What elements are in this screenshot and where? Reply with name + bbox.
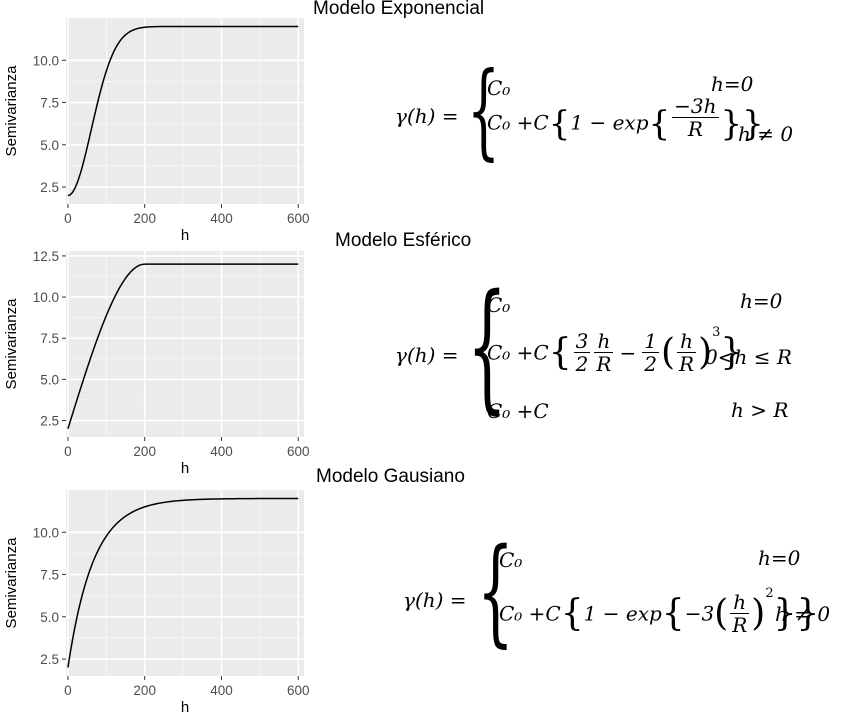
series-line	[67, 497, 299, 668]
formula-case-2-cond: 0<h ≤ R	[705, 345, 792, 369]
x-tick-label: 600	[287, 211, 310, 226]
x-tick-label: 200	[133, 444, 156, 459]
x-tick-label: 0	[64, 683, 72, 698]
y-tick-label: 7.5	[40, 568, 59, 583]
y-tick-label: 10.0	[33, 53, 59, 68]
x-axis-title: h	[181, 460, 189, 477]
formula-case-1-cond: h=0	[758, 546, 801, 570]
exponential-formula: γ(h) = { C₀ h=0 C₀ +C{1 − exp{−3h R}} h ≠…	[395, 58, 835, 182]
formula-case-3-expr: C₀ +C	[487, 399, 549, 423]
x-tick-label: 600	[287, 683, 310, 698]
formula-term: C₀ +C	[487, 110, 549, 135]
x-axis-title: h	[181, 227, 189, 244]
spherical-formula: γ(h) = { C₀ h=0 C₀ +C{3 2 h R −1 2(h R)3} 0<h …	[395, 277, 835, 435]
y-tick-label: 12.5	[33, 249, 59, 264]
formula-case-2-expr: C₀ +C{3 2 h R −1 2(h R)3}	[487, 325, 744, 376]
y-tick-label: 2.5	[40, 180, 59, 195]
y-tick-label: 10.0	[33, 525, 59, 540]
formula-term: C₀ +C	[487, 340, 549, 365]
spherical-variogram-chart: 0 200 400 600 2.5 5.0 7.5 10.0 12.5 h Semivarianza	[3, 249, 310, 477]
formula-lhs: γ(h) =	[395, 104, 459, 128]
y-axis-title: Semivarianza	[3, 298, 20, 390]
chart-title-exponential: Modelo Exponencial	[313, 0, 485, 19]
exponential-variogram-chart: 0 200 400 600 2.5 5.0 7.5 10.0 h Semivarianza	[3, 18, 310, 244]
left-brace: {	[467, 49, 501, 171]
plot-panel	[66, 251, 304, 437]
y-tick-label: 2.5	[40, 652, 59, 667]
gaussian-formula: γ(h) = { C₀ h=0 C₀ +C{1 − exp{−3(h R)2}} …	[403, 534, 843, 660]
x-axis-title: h	[181, 699, 189, 713]
x-tick-label: 0	[64, 211, 72, 226]
plot-panel	[66, 490, 304, 676]
formula-case-3-cond: h > R	[731, 398, 789, 422]
y-tick-label: 7.5	[40, 96, 59, 111]
chart-title-gaussian: Modelo Gausiano	[316, 466, 465, 487]
y-tick-label: 5.0	[40, 372, 59, 387]
formula-case-1-cond: h=0	[740, 289, 783, 313]
formula-case-2-cond: h ≠ 0	[775, 602, 831, 626]
x-tick-label: 600	[287, 444, 310, 459]
y-axis-title: Semivarianza	[3, 65, 20, 157]
formula-fraction: −3h R	[672, 93, 719, 141]
formula-case-2-expr: C₀ +C{1 − exp{−3(h R)2}}	[499, 586, 820, 637]
formula-case-1-expr: C₀	[487, 76, 511, 100]
formula-term: C₀ +C	[499, 601, 561, 626]
plot-panel	[66, 18, 304, 204]
y-tick-label: 7.5	[40, 331, 59, 346]
formula-term: 1 − exp	[583, 601, 662, 626]
y-tick-label: 5.0	[40, 138, 59, 153]
formula-lhs: γ(h) =	[395, 343, 459, 367]
gaussian-variogram-chart: 0 200 400 600 2.5 5.0 7.5 10.0 h Semivarianza	[3, 490, 310, 713]
formula-case-1-expr: C₀	[499, 548, 523, 572]
y-tick-label: 10.0	[33, 290, 59, 305]
formula-case-1-cond: h=0	[711, 72, 754, 96]
chart-title-spherical: Modelo Esférico	[335, 230, 472, 251]
x-tick-label: 400	[210, 444, 233, 459]
x-tick-label: 200	[133, 211, 156, 226]
series-line	[67, 25, 299, 197]
formula-case-1-expr: C₀	[487, 293, 511, 317]
y-tick-label: 2.5	[40, 414, 59, 429]
x-tick-label: 200	[133, 683, 156, 698]
y-tick-label: 5.0	[40, 610, 59, 625]
y-axis-title: Semivarianza	[3, 537, 20, 629]
formula-term: 1 − exp	[570, 110, 649, 135]
x-tick-label: 400	[210, 683, 233, 698]
left-brace: {	[467, 265, 508, 428]
formula-case-2-expr: C₀ +C{1 − exp{−3h R}}	[487, 93, 764, 145]
formula-case-2-cond: h ≠ 0	[738, 122, 794, 146]
x-tick-label: 400	[210, 211, 233, 226]
series-line	[67, 263, 299, 429]
x-tick-label: 0	[64, 444, 72, 459]
left-brace: {	[477, 524, 514, 659]
formula-lhs: γ(h) =	[403, 588, 467, 612]
